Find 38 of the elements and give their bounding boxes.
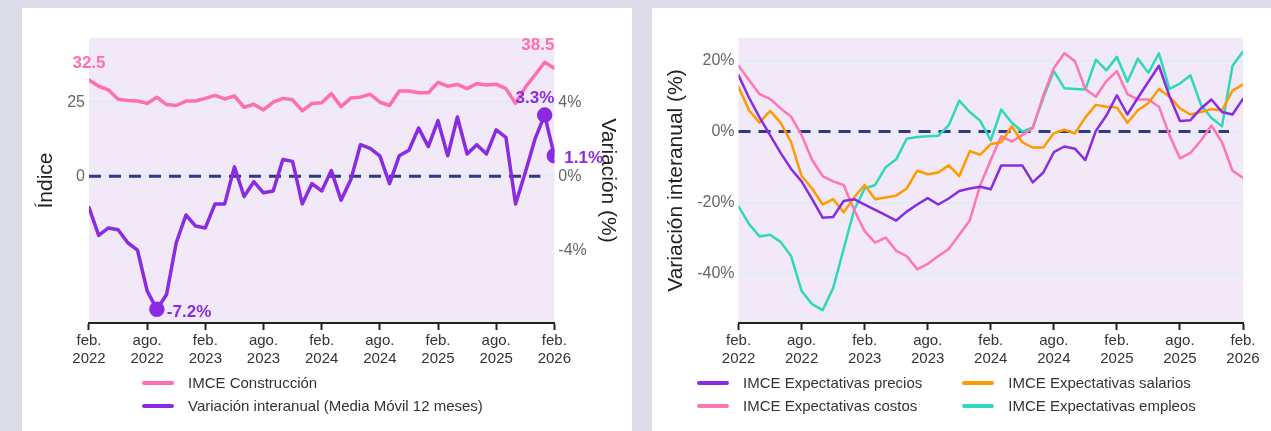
- legend-label: IMCE Expectativas salarios: [1008, 374, 1191, 391]
- x-tick-label: feb. 2024: [304, 331, 339, 367]
- x-tick-label: feb. 2023: [847, 331, 882, 367]
- y-tick-label: -40%: [697, 264, 735, 282]
- x-tick-label: feb. 2025: [1100, 331, 1134, 367]
- x-tick-label: feb. 2024: [974, 331, 1008, 367]
- x-tick-label: ago. 2023: [911, 331, 945, 367]
- legend-label: Variación interanual (Media Móvil 12 meses): [188, 397, 483, 414]
- y-axis-title: Índice: [33, 152, 57, 209]
- y-tick-label: 0: [76, 166, 86, 184]
- data-label: 32.5: [72, 53, 106, 73]
- x-tick-label: ago. 2023: [246, 331, 281, 367]
- data-label: 38.5: [521, 35, 555, 55]
- y2-tick-label: 0%: [558, 166, 582, 184]
- x-tick-label: feb. 2022: [721, 331, 756, 367]
- x-tick-label: feb. 2025: [421, 331, 455, 367]
- legend-label: IMCE Construcción: [188, 374, 318, 391]
- y-tick-label: 20%: [702, 50, 735, 68]
- x-tick-label: feb. 2023: [188, 331, 223, 367]
- y-tick-label: 25: [67, 92, 86, 110]
- y-tick-label: 0%: [711, 121, 735, 139]
- x-tick-label: feb. 2022: [72, 331, 106, 367]
- y2-tick-label: 4%: [558, 92, 582, 110]
- x-tick-label: feb. 2026: [537, 331, 572, 367]
- data-label: -7.2%: [166, 302, 212, 321]
- x-tick-label: ago. 2024: [1037, 331, 1071, 367]
- x-tick-label: ago. 2025: [479, 331, 513, 367]
- y-tick-label: -20%: [697, 193, 735, 211]
- x-tick-label: ago. 2025: [1163, 331, 1197, 367]
- y-axis-title: Variación interanual (%): [663, 69, 687, 292]
- x-tick-label: ago. 2022: [784, 331, 819, 367]
- x-tick-label: ago. 2022: [130, 331, 164, 367]
- y2-tick-label: -4%: [558, 240, 587, 258]
- x-tick-label: feb. 2026: [1226, 331, 1260, 367]
- legend-label: IMCE Expectativas empleos: [1008, 397, 1196, 414]
- legend-label: IMCE Expectativas costos: [743, 397, 918, 414]
- x-tick-label: ago. 2024: [363, 331, 397, 367]
- legend-label: IMCE Expectativas precios: [743, 374, 923, 391]
